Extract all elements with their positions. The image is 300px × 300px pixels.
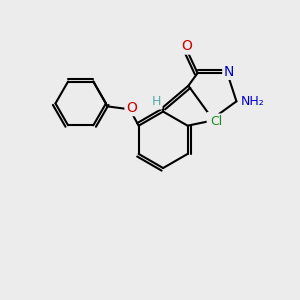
Text: Cl: Cl bbox=[210, 115, 223, 128]
Text: O: O bbox=[182, 39, 193, 53]
Text: H: H bbox=[152, 95, 161, 108]
Text: O: O bbox=[126, 101, 137, 115]
Text: S: S bbox=[208, 113, 217, 127]
Text: N: N bbox=[224, 64, 234, 79]
Text: NH₂: NH₂ bbox=[241, 95, 265, 108]
